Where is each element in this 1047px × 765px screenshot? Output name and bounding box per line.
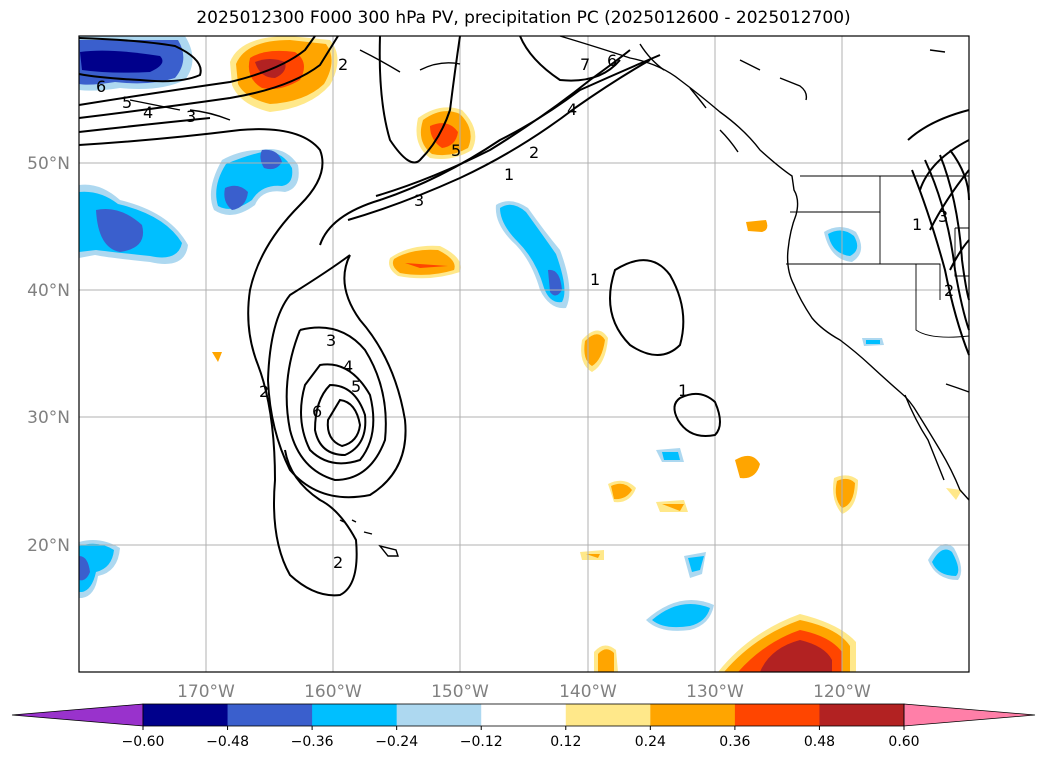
- contour-label-3: 3: [326, 331, 336, 350]
- lon-tick-label: 140°W: [559, 682, 617, 702]
- map-frame: [78, 35, 970, 673]
- colorbar-segment: [312, 704, 398, 726]
- colorbar-segment: [143, 704, 229, 726]
- contour-label-1: 1: [504, 165, 514, 184]
- colorbar-segment: [227, 704, 313, 726]
- lon-tick-label: 170°W: [177, 682, 235, 702]
- contour-label-2: 2: [259, 382, 269, 401]
- lat-tick-label: 40°N: [27, 281, 70, 301]
- contour-label-5: 5: [351, 377, 361, 396]
- colorbar-tick-label: −0.60: [122, 734, 165, 750]
- colorbar-extend-low: [11, 703, 144, 727]
- colorbar-tick-label: −0.48: [206, 734, 249, 750]
- colorbar-extend-high: [903, 703, 1036, 727]
- colorbar-segment: [734, 704, 820, 726]
- lon-tick-label: 160°W: [304, 682, 362, 702]
- lat-tick-label: 20°N: [27, 536, 70, 556]
- contour-label-4: 4: [143, 103, 153, 122]
- contour-label-3: 3: [186, 107, 196, 126]
- colorbar-segment: [396, 704, 482, 726]
- colorbar-tick-label: 0.36: [719, 734, 750, 750]
- colorbar-segment: [481, 704, 567, 726]
- colorbar-frame: [142, 703, 905, 727]
- contour-label-3: 3: [414, 191, 424, 210]
- contour-label-2: 2: [944, 281, 954, 300]
- contour-labels: 6 5 4 3 2 5 3 1 2 4 7 6 3 4 5 6 2 2 1 1 …: [96, 51, 954, 572]
- lon-tick-label: 130°W: [686, 682, 744, 702]
- lat-tick-label: 50°N: [27, 154, 70, 174]
- colorbar: −0.60 −0.48 −0.36 −0.24 −0.12 0.12 0.24 0.36 0.4…: [11, 703, 1036, 750]
- colorbar-tick-label: 0.12: [550, 734, 581, 750]
- colorbar-segment: [819, 704, 905, 726]
- contour-label-6: 6: [96, 77, 106, 96]
- colorbar-tick-label: −0.12: [460, 734, 503, 750]
- colorbar-tick-label: 0.60: [888, 734, 919, 750]
- colorbar-tick-label: 0.24: [635, 734, 666, 750]
- colorbar-segment: [650, 704, 736, 726]
- contour-label-1: 1: [678, 381, 688, 400]
- lon-tick-label: 150°W: [431, 682, 489, 702]
- colorbar-tick-label: −0.36: [291, 734, 334, 750]
- pv-contours: [78, 35, 970, 597]
- contour-label-4: 4: [343, 357, 353, 376]
- contour-label-5: 5: [451, 141, 461, 160]
- chart-title: 2025012300 F000 300 hPa PV, precipitatio…: [196, 8, 851, 28]
- contour-label-7: 7: [580, 55, 590, 74]
- colorbar-segment: [565, 704, 651, 726]
- contour-label-6: 6: [312, 402, 322, 421]
- contour-label-4: 4: [567, 100, 577, 119]
- contour-label-5: 5: [122, 93, 132, 112]
- contour-label-2: 2: [338, 55, 348, 74]
- lon-tick-labels: 170°W 160°W 150°W 140°W 130°W 120°W: [177, 682, 871, 702]
- lon-tick-label: 120°W: [813, 682, 871, 702]
- contour-label-2: 2: [333, 553, 343, 572]
- colorbar-tick-label: −0.24: [375, 734, 418, 750]
- lat-tick-label: 30°N: [27, 408, 70, 428]
- state-borders: [786, 175, 970, 338]
- precip-shading: [79, 36, 962, 672]
- lat-tick-labels: 20°N 30°N 40°N 50°N: [27, 154, 70, 556]
- contour-label-1: 1: [590, 270, 600, 289]
- contour-label-1: 1: [912, 215, 922, 234]
- grid-lines: [79, 36, 969, 672]
- map-background: [79, 36, 969, 672]
- contour-label-6: 6: [607, 51, 617, 70]
- contour-label-3: 3: [938, 207, 948, 226]
- contour-label-2: 2: [529, 143, 539, 162]
- colorbar-tick-label: 0.48: [804, 734, 835, 750]
